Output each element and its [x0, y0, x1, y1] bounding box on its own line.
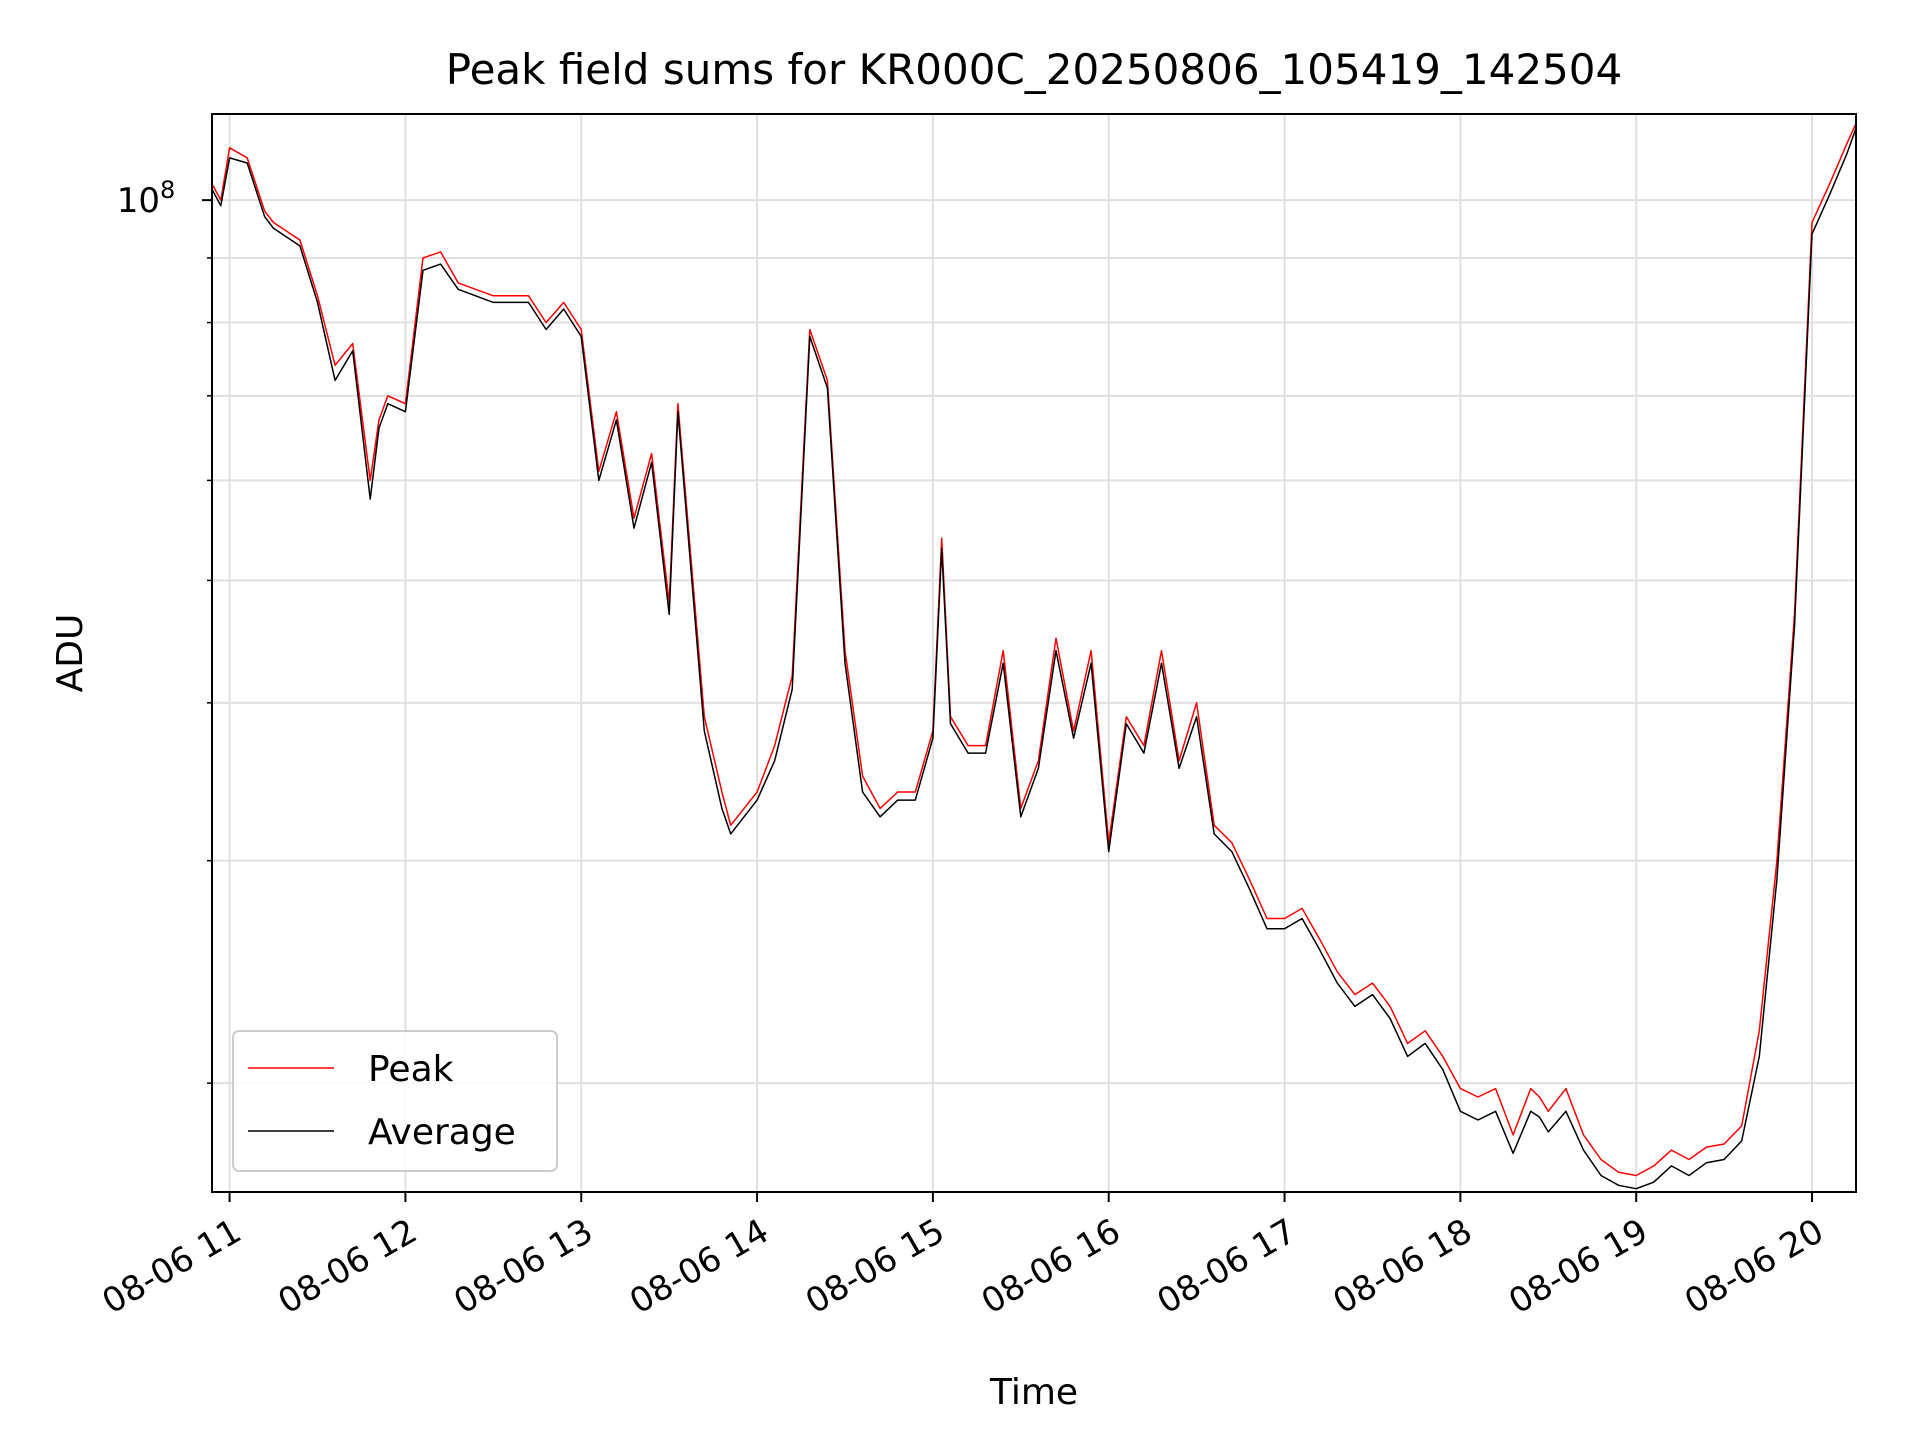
legend-box [232, 1030, 558, 1172]
y-tick-label: 108 [117, 176, 176, 221]
series-line-peak [211, 123, 1857, 1177]
legend: Peak Average [232, 1030, 558, 1172]
y-axis-label: ADU [50, 614, 91, 693]
series-layer [211, 123, 1857, 1190]
legend-label-peak: Peak [368, 1049, 454, 1090]
legend-label-average: Average [368, 1112, 516, 1153]
series-line-average [211, 128, 1857, 1190]
chart-title: Peak field sums for KR000C_20250806_1054… [446, 45, 1622, 94]
y-axis-ticks: 108 [117, 176, 212, 1084]
plot-frame [211, 113, 1857, 1193]
x-axis-label: Time [989, 1372, 1078, 1413]
grid [212, 114, 1856, 1192]
